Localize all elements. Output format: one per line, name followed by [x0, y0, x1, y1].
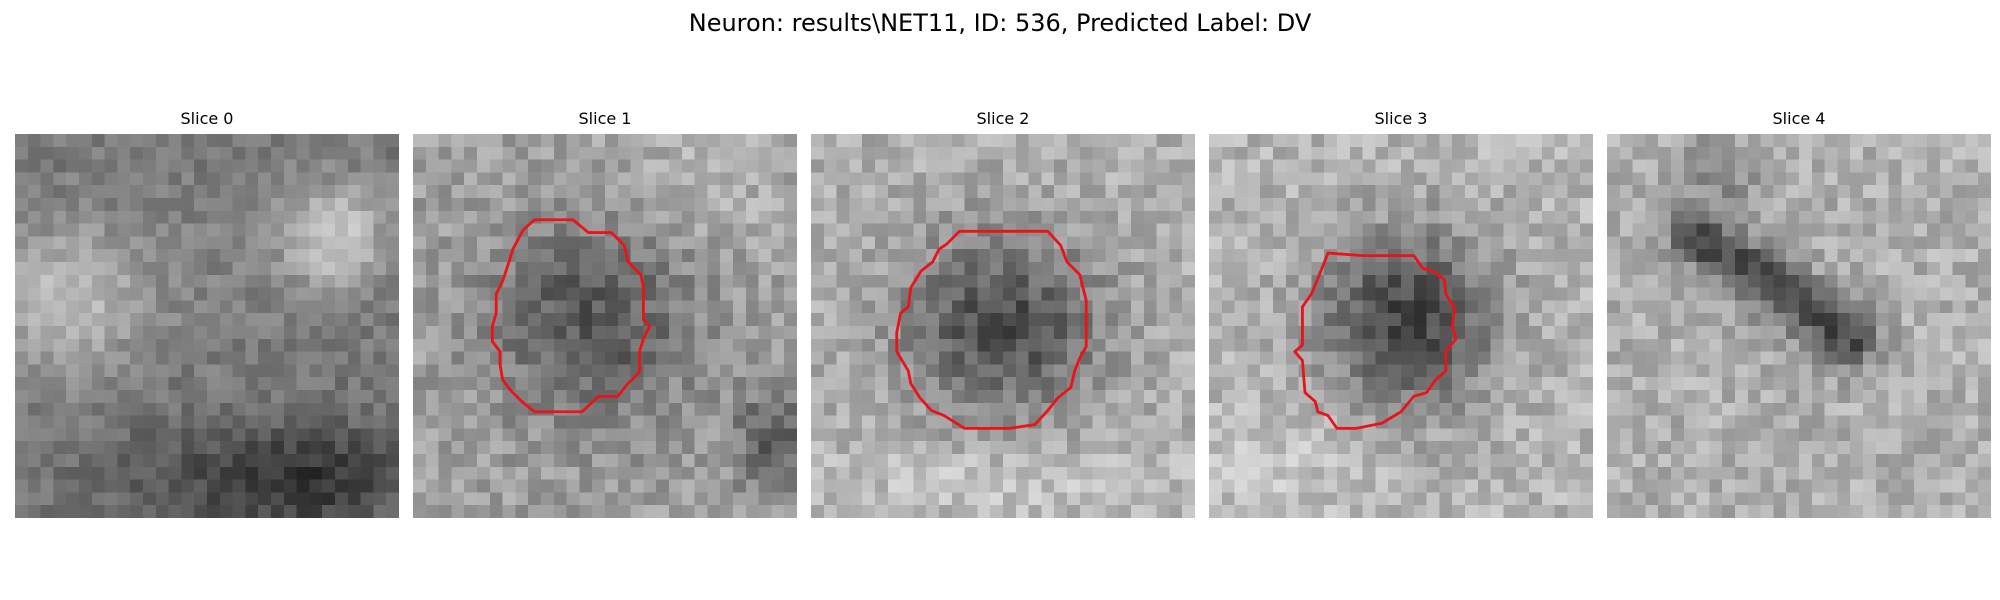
- slice-image: [1209, 134, 1593, 518]
- slice-title: Slice 3: [1374, 109, 1428, 128]
- slice-title: Slice 1: [578, 109, 632, 128]
- slice-panel-2: Slice 2: [811, 108, 1195, 518]
- slice-image: [1607, 134, 1991, 518]
- slice-title: Slice 2: [976, 109, 1030, 128]
- slice-panel-0: Slice 0: [15, 108, 399, 518]
- slice-image: [811, 134, 1195, 518]
- slice-panel-4: Slice 4: [1607, 108, 1991, 518]
- slice-panel-3: Slice 3: [1209, 108, 1593, 518]
- slice-title: Slice 0: [180, 109, 234, 128]
- slice-image: [413, 134, 797, 518]
- slice-image: [15, 134, 399, 518]
- slice-panel-1: Slice 1: [413, 108, 797, 518]
- slice-title: Slice 4: [1772, 109, 1826, 128]
- figure-title: Neuron: results\NET11, ID: 536, Predicte…: [688, 9, 1312, 37]
